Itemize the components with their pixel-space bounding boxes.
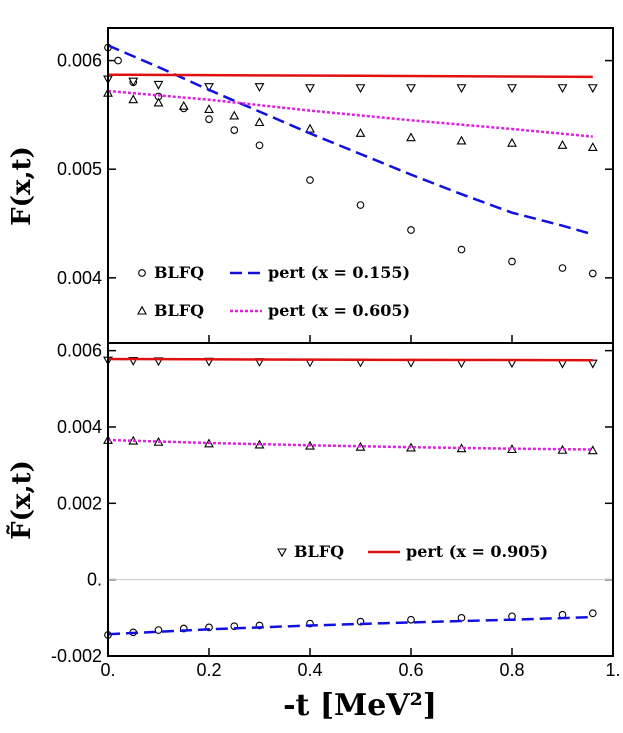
data-point-blfq-0.905 [254, 83, 265, 92]
x-tick-label: 1. [605, 660, 620, 680]
bottom-plot-marks [103, 356, 598, 639]
data-point-blfq-0.905 [456, 84, 467, 94]
y-tick-label: 0. [87, 570, 102, 590]
data-point-blfq-0.605 [305, 123, 315, 133]
data-point-blfq-0.155 [457, 245, 466, 254]
series-line-pert-0.155 [107, 615, 593, 636]
top-y-axis-label: F(x,t) [7, 146, 37, 226]
top-legend: BLFQ pert (x = 0.155) BLFQ pert (x = 0.605) [137, 263, 410, 320]
x-tick-label: 0. [100, 660, 115, 680]
legend-blfq-triangle-up-label: BLFQ [154, 301, 204, 320]
top-plot-marks [103, 43, 598, 278]
series-line-pert-0.155 [107, 44, 594, 236]
bottom-y-axis-label: F̃(x,t) [6, 460, 37, 540]
legend-blfq-triangle-up-symbol [137, 305, 147, 315]
bottom-y-tick-labels: -0.002 0. 0.002 0.004 0.006 [51, 341, 102, 666]
data-point-blfq-0.155 [356, 201, 365, 209]
data-point-blfq-0.155 [588, 269, 597, 278]
top-y-tick-labels: 0.004 0.005 0.006 [57, 51, 102, 288]
y-tick-label: 0.004 [57, 417, 102, 437]
data-point-blfq-0.155 [255, 141, 264, 150]
legend-blfq-circle-label: BLFQ [154, 263, 204, 282]
data-point-blfq-0.605 [178, 100, 189, 110]
data-point-blfq-0.605 [557, 139, 568, 149]
data-point-blfq-0.605 [254, 117, 265, 127]
bottom-x-tick-labels: 0. 0.2 0.4 0.6 0.8 1. [100, 660, 620, 680]
top-ticks [108, 59, 613, 343]
data-point-blfq-0.605 [355, 128, 366, 137]
data-point-blfq-0.155 [407, 615, 415, 624]
legend-pert-dotted-label: pert (x = 0.605) [268, 301, 410, 320]
legend-blfq-triangle-down-label: BLFQ [294, 542, 344, 561]
data-point-blfq-0.155 [508, 257, 516, 266]
data-point-blfq-0.905 [406, 84, 416, 94]
bottom-plot-frame [107, 342, 614, 657]
data-point-blfq-0.605 [507, 137, 517, 147]
data-point-blfq-0.155 [114, 56, 122, 65]
y-tick-label: 0.004 [57, 268, 102, 288]
data-point-blfq-0.605 [128, 94, 139, 104]
series-line-pert-0.605 [107, 438, 593, 451]
data-point-blfq-0.155 [558, 264, 567, 272]
data-point-blfq-0.905 [305, 84, 315, 94]
legend-blfq-circle-symbol [138, 269, 146, 277]
data-point-blfq-0.905 [204, 83, 214, 92]
y-tick-label: 0.002 [57, 493, 102, 513]
data-point-blfq-0.605 [229, 110, 240, 120]
data-point-blfq-0.155 [205, 115, 213, 124]
data-point-blfq-0.155 [154, 626, 163, 634]
data-point-blfq-0.605 [587, 142, 598, 152]
data-point-blfq-0.905 [557, 84, 568, 94]
legend-blfq-triangle-down-symbol [277, 548, 287, 558]
data-point-blfq-0.605 [456, 135, 467, 145]
data-point-blfq-0.905 [128, 77, 139, 87]
series-line-pert-0.605 [107, 89, 593, 138]
data-point-blfq-0.905 [153, 80, 164, 90]
bottom-legend: BLFQ pert (x = 0.905) [277, 542, 548, 561]
data-point-blfq-0.155 [588, 609, 597, 618]
x-tick-label: 0.4 [297, 660, 322, 680]
data-point-blfq-0.155 [306, 176, 314, 184]
data-point-blfq-0.605 [153, 97, 164, 107]
series-line-pert-0.905 [107, 357, 593, 362]
x-tick-label: 0.2 [196, 660, 221, 680]
x-tick-label: 0.8 [499, 660, 524, 680]
data-point-blfq-0.155 [230, 126, 239, 134]
data-point-blfq-0.605 [406, 132, 416, 142]
data-point-blfq-0.905 [507, 84, 517, 94]
data-point-blfq-0.905 [355, 84, 366, 94]
x-axis-label: -t [MeV²] [283, 688, 437, 723]
series-line-pert-0.905 [107, 73, 593, 79]
data-point-blfq-0.905 [587, 84, 598, 94]
data-point-blfq-0.605 [204, 104, 214, 114]
y-tick-label: 0.006 [57, 341, 102, 361]
data-point-blfq-0.905 [587, 359, 598, 369]
legend-pert-solid-label: pert (x = 0.905) [406, 542, 548, 561]
data-point-blfq-0.155 [407, 226, 415, 234]
legend-pert-dashed-label: pert (x = 0.155) [268, 263, 410, 282]
bottom-ticks [107, 349, 614, 657]
x-tick-label: 0.6 [398, 660, 423, 680]
y-tick-label: -0.002 [51, 646, 102, 666]
y-tick-label: 0.006 [57, 51, 102, 71]
y-tick-label: 0.005 [57, 159, 102, 179]
